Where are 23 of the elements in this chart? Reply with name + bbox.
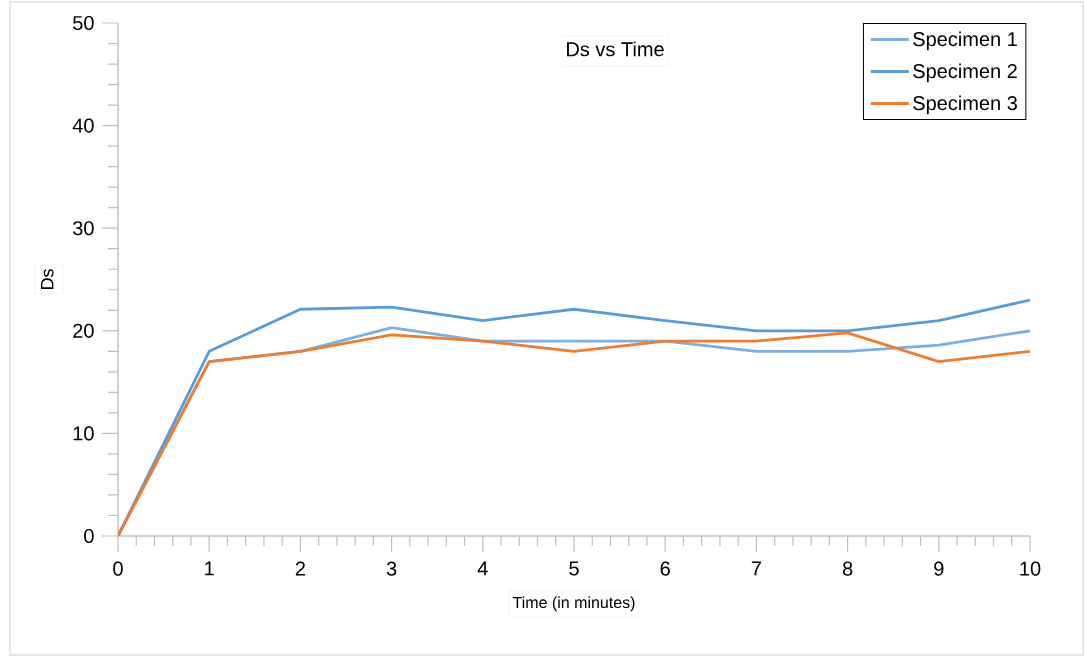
x-tick-label: 0 xyxy=(113,561,123,576)
legend-label: Specimen 3 xyxy=(913,95,1017,115)
x-tick-label: 5 xyxy=(569,561,579,576)
legend-label: Specimen 2 xyxy=(913,63,1017,83)
legend-label: Specimen 1 xyxy=(913,31,1017,51)
x-tick-label: 3 xyxy=(386,561,397,576)
y-tick-label: 10 xyxy=(73,426,94,441)
x-axis-title: Time (in minutes) xyxy=(512,596,635,612)
text: Ds vs Time xyxy=(567,41,664,57)
x-tick-label: 7 xyxy=(751,561,761,576)
x-tick-label: 9 xyxy=(934,561,944,576)
x-tick-label: 1 xyxy=(205,561,214,576)
y-axis-title: Ds xyxy=(40,269,54,290)
y-tick-label: 0 xyxy=(84,528,94,544)
y-tick-label: 20 xyxy=(73,323,94,338)
x-tick-label: 4 xyxy=(477,561,488,576)
x-tick-label: 2 xyxy=(295,561,305,576)
x-tick-label: 10 xyxy=(1020,561,1041,576)
y-tick-label: 40 xyxy=(72,118,94,133)
x-tick-label: 6 xyxy=(660,561,670,576)
y-tick-label: 50 xyxy=(73,15,94,31)
y-tick-label: 30 xyxy=(73,221,94,236)
x-tick-label: 8 xyxy=(842,561,853,576)
